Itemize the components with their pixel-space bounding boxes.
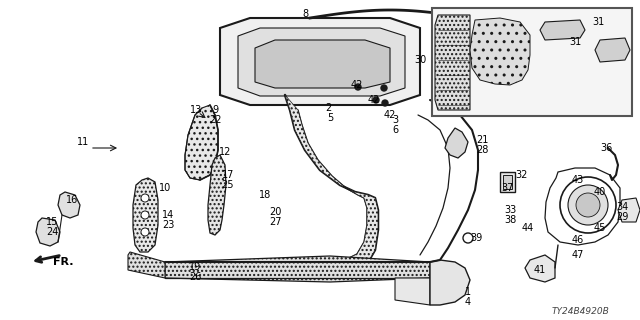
Circle shape: [560, 177, 616, 233]
Polygon shape: [238, 28, 405, 96]
Text: 16: 16: [66, 195, 78, 205]
Polygon shape: [540, 20, 585, 40]
Polygon shape: [165, 256, 430, 282]
Polygon shape: [500, 172, 515, 192]
Text: 23: 23: [162, 220, 174, 230]
Circle shape: [463, 233, 473, 243]
Text: 42: 42: [384, 110, 396, 120]
Polygon shape: [395, 278, 430, 305]
Text: 9: 9: [212, 105, 218, 115]
Polygon shape: [36, 218, 60, 246]
Text: 14: 14: [162, 210, 174, 220]
Text: 37: 37: [502, 183, 514, 193]
Circle shape: [568, 185, 608, 225]
Text: 32: 32: [516, 170, 528, 180]
Text: 8: 8: [302, 9, 308, 19]
Text: 42: 42: [368, 95, 380, 105]
Text: 31: 31: [592, 17, 604, 27]
Polygon shape: [525, 255, 555, 282]
Text: 26: 26: [189, 272, 201, 282]
Text: 34: 34: [616, 202, 628, 212]
Circle shape: [381, 85, 387, 91]
Polygon shape: [618, 198, 640, 222]
Text: 29: 29: [616, 212, 628, 222]
Circle shape: [355, 84, 361, 90]
Text: 45: 45: [594, 223, 606, 233]
Text: 41: 41: [534, 265, 546, 275]
Text: 2: 2: [325, 103, 331, 113]
Text: 47: 47: [572, 250, 584, 260]
Text: 38: 38: [504, 215, 516, 225]
Circle shape: [141, 211, 149, 219]
Text: 5: 5: [327, 113, 333, 123]
Circle shape: [141, 194, 149, 202]
Polygon shape: [435, 15, 470, 110]
Polygon shape: [185, 105, 218, 180]
Polygon shape: [128, 252, 165, 278]
Text: 25: 25: [221, 180, 234, 190]
Text: 10: 10: [159, 183, 171, 193]
Text: 44: 44: [522, 223, 534, 233]
Text: 21: 21: [476, 135, 488, 145]
Polygon shape: [220, 18, 420, 105]
Polygon shape: [470, 18, 530, 85]
Text: 24: 24: [46, 227, 58, 237]
Text: 4: 4: [465, 297, 471, 307]
Text: 43: 43: [572, 175, 584, 185]
Text: 33: 33: [504, 205, 516, 215]
Text: 20: 20: [269, 207, 281, 217]
Polygon shape: [445, 128, 468, 158]
Polygon shape: [208, 155, 226, 235]
Bar: [432, 8, 632, 116]
Text: 6: 6: [392, 125, 398, 135]
Polygon shape: [595, 38, 630, 62]
Polygon shape: [285, 95, 378, 270]
Text: 42: 42: [351, 80, 363, 90]
Circle shape: [576, 193, 600, 217]
Text: 40: 40: [594, 187, 606, 197]
Text: 11: 11: [77, 137, 89, 147]
Circle shape: [373, 97, 379, 103]
Text: 39: 39: [470, 233, 482, 243]
Polygon shape: [133, 178, 158, 252]
Text: 36: 36: [600, 143, 612, 153]
Polygon shape: [503, 175, 512, 189]
Polygon shape: [545, 168, 620, 245]
Circle shape: [141, 228, 149, 236]
Text: 22: 22: [209, 115, 221, 125]
Text: 18: 18: [259, 190, 271, 200]
Text: 12: 12: [219, 147, 231, 157]
Text: 1: 1: [465, 287, 471, 297]
Text: 46: 46: [572, 235, 584, 245]
Text: 17: 17: [222, 170, 234, 180]
Text: 19: 19: [189, 262, 201, 272]
Polygon shape: [58, 192, 80, 218]
Text: TY24B4920B: TY24B4920B: [551, 308, 609, 316]
Text: 30: 30: [414, 55, 426, 65]
Text: 3: 3: [392, 115, 398, 125]
Text: FR.: FR.: [52, 257, 73, 267]
Text: 27: 27: [269, 217, 281, 227]
Text: 31: 31: [569, 37, 581, 47]
Text: 13: 13: [190, 105, 202, 115]
Polygon shape: [255, 40, 390, 88]
Text: 28: 28: [476, 145, 488, 155]
Text: 15: 15: [46, 217, 58, 227]
Polygon shape: [430, 260, 470, 305]
Circle shape: [382, 100, 388, 106]
